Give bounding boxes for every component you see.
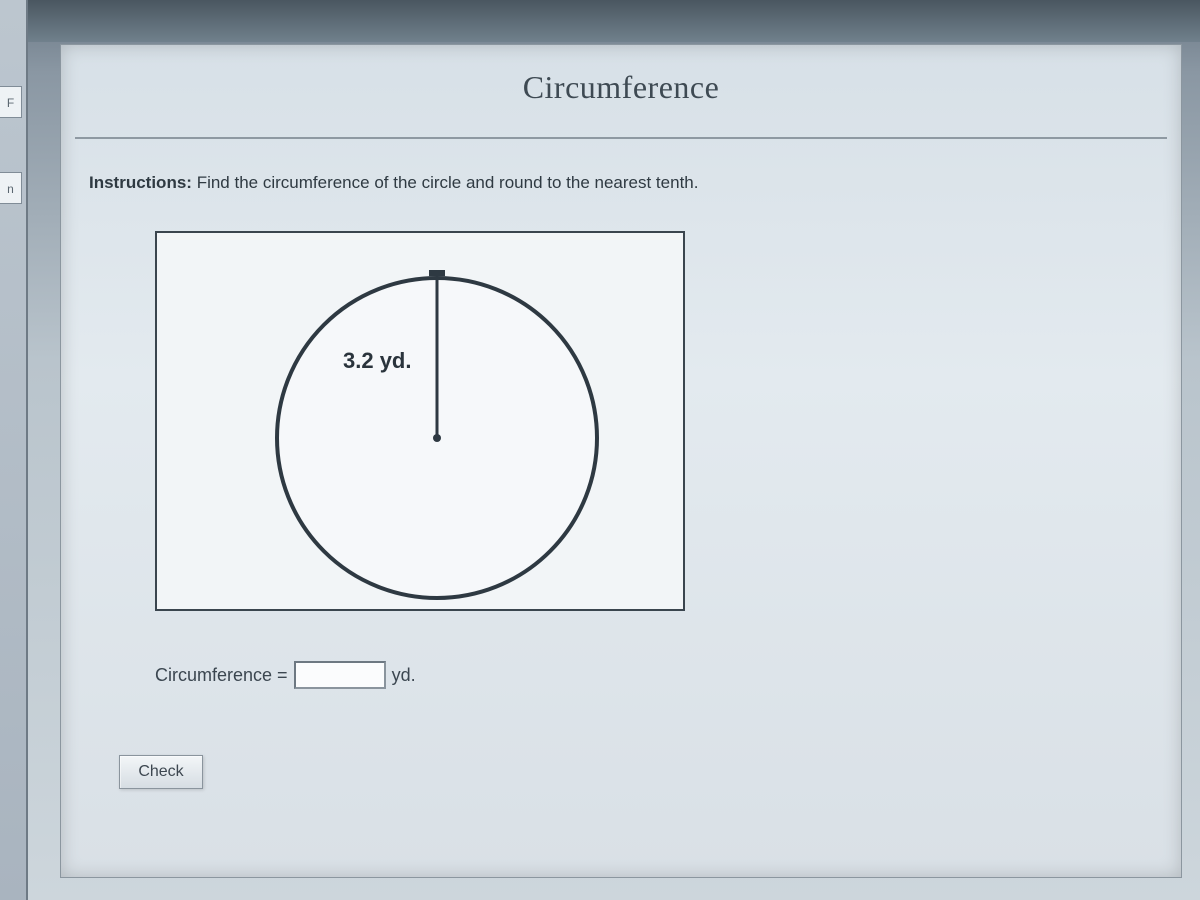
circumference-input[interactable]: [294, 661, 386, 689]
radius-label: 3.2 yd.: [343, 348, 411, 373]
answer-row: Circumference = yd.: [155, 661, 416, 689]
left-tab-a[interactable]: F: [0, 86, 22, 118]
page-title: Circumference: [61, 69, 1181, 106]
circle-svg: 3.2 yd.: [157, 233, 687, 613]
window-top-gradient: [0, 0, 1200, 42]
answer-unit: yd.: [392, 665, 416, 686]
lesson-panel: Circumference Instructions: Find the cir…: [60, 44, 1182, 878]
answer-prefix: Circumference =: [155, 665, 288, 686]
left-tab-b[interactable]: n: [0, 172, 22, 204]
center-dot: [433, 434, 441, 442]
instructions-line: Instructions: Find the circumference of …: [89, 173, 698, 193]
instructions-label: Instructions:: [89, 173, 192, 192]
circle-figure: 3.2 yd.: [155, 231, 685, 611]
top-tick: [429, 270, 445, 276]
instructions-text: Find the circumference of the circle and…: [197, 173, 699, 192]
title-divider: [75, 137, 1167, 139]
left-sidebar-strip: [0, 0, 28, 900]
check-button[interactable]: Check: [119, 755, 203, 789]
